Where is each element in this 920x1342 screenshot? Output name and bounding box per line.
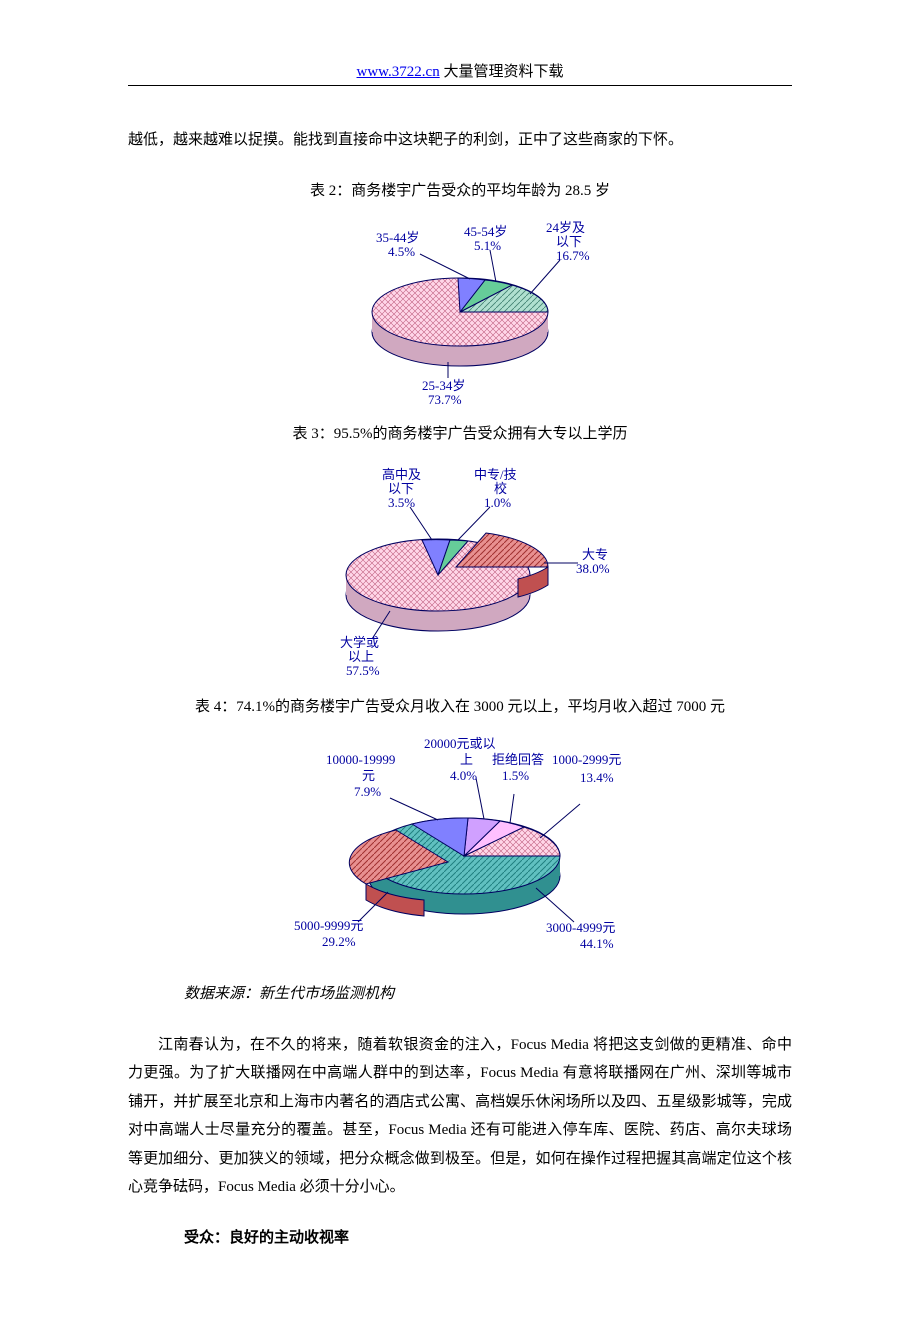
svg-text:20000元或以: 20000元或以 [424,736,496,751]
header-tail: 大量管理资料下载 [440,64,564,80]
chart3: 高中及 以下 3.5% 中专/技 校 1.0% 大专 38.0% 大学或 以上 … [128,455,792,685]
svg-text:1000-2999元: 1000-2999元 [552,752,621,767]
svg-text:以下: 以下 [388,481,414,496]
svg-text:大学或: 大学或 [340,635,379,650]
svg-text:大专: 大专 [582,547,608,562]
svg-text:45-54岁: 45-54岁 [464,224,507,239]
svg-text:5.1%: 5.1% [474,238,501,253]
svg-text:38.0%: 38.0% [576,561,610,576]
svg-text:24岁及: 24岁及 [546,220,585,235]
page-header: www.3722.cn 大量管理资料下载 [128,60,792,81]
svg-text:57.5%: 57.5% [346,663,380,678]
chart4-caption: 表 4：74.1%的商务楼宇广告受众月收入在 3000 元以上，平均月收入超过 … [128,695,792,716]
svg-text:上: 上 [460,752,473,767]
svg-text:44.1%: 44.1% [580,936,614,951]
svg-text:10000-19999: 10000-19999 [326,752,395,767]
svg-text:1.0%: 1.0% [484,495,511,510]
svg-text:1.5%: 1.5% [502,768,529,783]
chart4: 20000元或以 10000-19999 上 拒绝回答 1000-2999元 元… [128,728,792,958]
intro-paragraph: 越低，越来越难以捉摸。能找到直接命中这块靶子的利剑，正中了这些商家的下怀。 [128,126,792,155]
svg-text:7.9%: 7.9% [354,784,381,799]
svg-text:拒绝回答: 拒绝回答 [492,752,544,767]
svg-text:13.4%: 13.4% [580,770,614,785]
svg-text:元: 元 [362,768,375,783]
svg-text:4.0%: 4.0% [450,768,477,783]
svg-text:29.2%: 29.2% [322,934,356,949]
header-rule [128,85,792,86]
chart2-caption: 表 2：商务楼宇广告受众的平均年龄为 28.5 岁 [128,179,792,200]
svg-text:73.7%: 73.7% [428,392,462,407]
svg-text:4.5%: 4.5% [388,244,415,259]
subheading: 受众：良好的主动收视率 [184,1226,792,1247]
svg-text:以下: 以下 [556,234,582,249]
svg-text:中专/技: 中专/技 [474,467,517,482]
svg-text:以上: 以上 [348,649,374,664]
svg-text:16.7%: 16.7% [556,248,590,263]
data-source: 数据来源：新生代市场监测机构 [184,982,792,1003]
svg-text:3000-4999元: 3000-4999元 [546,920,615,935]
svg-text:5000-9999元: 5000-9999元 [294,918,363,933]
header-link[interactable]: www.3722.cn [357,64,440,80]
svg-text:25-34岁: 25-34岁 [422,378,465,393]
svg-text:高中及: 高中及 [382,467,421,482]
chart3-caption: 表 3：95.5%的商务楼宇广告受众拥有大专以上学历 [128,422,792,443]
svg-text:校: 校 [494,481,507,496]
chart2: 24岁及 以下 16.7% 45-54岁 5.1% 35-44岁 4.5% 25… [128,212,792,412]
svg-text:35-44岁: 35-44岁 [376,230,419,245]
svg-text:3.5%: 3.5% [388,495,415,510]
body-paragraph: 江南春认为，在不久的将来，随着软银资金的注入，Focus Media 将把这支剑… [128,1031,792,1202]
